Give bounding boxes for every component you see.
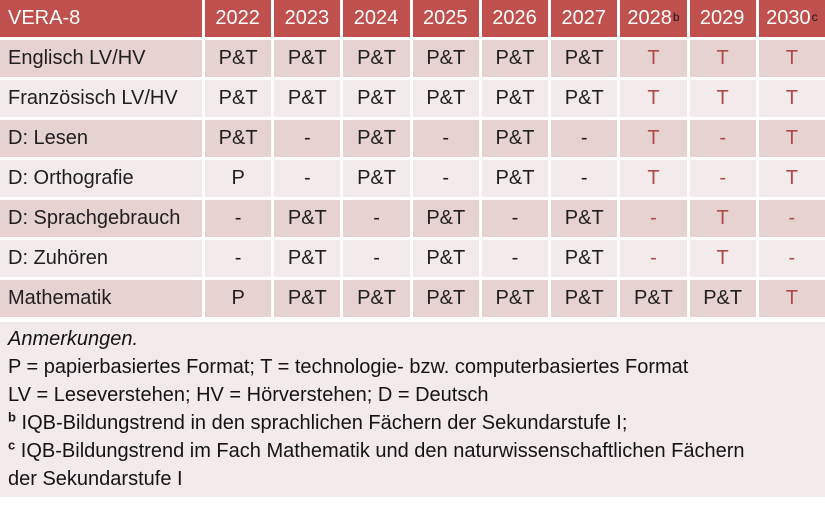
table-cell: - — [343, 200, 410, 237]
table-cell: - — [689, 120, 756, 157]
year-header-2028: 2028 b — [620, 0, 687, 37]
table-cell: T — [689, 80, 756, 117]
table-cell: P&T — [205, 40, 272, 77]
table-cell: T — [689, 200, 756, 237]
subject-label: D: Zuhören — [0, 240, 202, 277]
table-cell: P&T — [274, 280, 341, 317]
notes-section: Anmerkungen. P = papierbasiertes Format;… — [0, 322, 825, 497]
table-cell: T — [689, 40, 756, 77]
subject-label: Mathematik — [0, 280, 202, 317]
table-cell: - — [412, 120, 479, 157]
note-format-legend: P = papierbasiertes Format; T = technolo… — [8, 356, 689, 378]
table-cell: - — [205, 200, 272, 237]
table-cell: T — [620, 40, 687, 77]
table-cell: P&T — [412, 200, 479, 237]
vera8-schedule-table: VERA-8 2022 2023 2024 2025 2026 2027 202… — [0, 0, 825, 317]
table-cell: P&T — [412, 280, 479, 317]
notes-title: Anmerkungen. — [8, 328, 139, 350]
table-cell: - — [758, 240, 825, 277]
table-cell: P&T — [274, 80, 341, 117]
table-cell: T — [758, 40, 825, 77]
year-header-2029: 2029 — [689, 0, 756, 37]
table-cell: P&T — [412, 80, 479, 117]
subject-label: Französisch LV/HV — [0, 80, 202, 117]
table-cell: P&T — [689, 280, 756, 317]
year-header-2023: 2023 — [274, 0, 341, 37]
year-header-2024: 2024 — [343, 0, 410, 37]
table-cell: - — [274, 120, 341, 157]
table-cell: P&T — [343, 120, 410, 157]
table-cell: P&T — [274, 200, 341, 237]
footnote-b: b IQB-Bildungstrend in den sprachlichen … — [8, 409, 815, 437]
footnote-b-text: IQB-Bildungstrend in den sprachlichen Fä… — [21, 412, 628, 434]
table-cell: P&T — [274, 240, 341, 277]
subject-label: D: Sprachgebrauch — [0, 200, 202, 237]
table-cell: - — [481, 200, 549, 237]
table-cell: P&T — [343, 160, 410, 197]
table-cell: P&T — [551, 240, 618, 277]
table-title-cell: VERA-8 — [0, 0, 202, 37]
table-cell: P — [205, 280, 272, 317]
year-header-2022: 2022 — [205, 0, 272, 37]
table-cell: T — [758, 120, 825, 157]
table-cell: T — [620, 160, 687, 197]
table-cell: T — [758, 80, 825, 117]
table-cell: P — [205, 160, 272, 197]
table-cell: P&T — [551, 200, 618, 237]
footnote-c: c IQB-Bildungstrend im Fach Mathematik u… — [8, 437, 760, 493]
table-cell: P&T — [481, 160, 549, 197]
table-cell: P&T — [274, 40, 341, 77]
table-cell: - — [205, 240, 272, 277]
note-abbreviation-legend: LV = Leseverstehen; HV = Hörverstehen; D… — [8, 384, 489, 406]
footnote-c-text: IQB-Bildungstrend im Fach Mathematik und… — [8, 440, 745, 490]
table-cell: P&T — [481, 120, 549, 157]
table-cell: P&T — [343, 80, 410, 117]
table-cell: - — [689, 160, 756, 197]
table-cell: - — [481, 240, 549, 277]
table-cell: P&T — [481, 280, 549, 317]
table-cell: P&T — [343, 40, 410, 77]
table-cell: - — [551, 120, 618, 157]
table-cell: P&T — [481, 80, 549, 117]
table-cell: P&T — [551, 80, 618, 117]
footnote-b-marker: b — [8, 409, 16, 425]
table-cell: - — [274, 160, 341, 197]
table-cell: - — [551, 160, 618, 197]
year-header-2026: 2026 — [481, 0, 549, 37]
year-header-2030: 2030 c — [758, 0, 825, 37]
table-title: VERA-8 — [8, 7, 81, 29]
table-cell: P&T — [205, 120, 272, 157]
footnote-c-marker: c — [8, 437, 16, 453]
table-cell: - — [343, 240, 410, 277]
year-header-2027: 2027 — [551, 0, 618, 37]
table-cell: - — [758, 200, 825, 237]
table-cell: P&T — [551, 40, 618, 77]
table-cell: T — [758, 160, 825, 197]
table-cell: - — [620, 240, 687, 277]
table-cell: - — [620, 200, 687, 237]
year-header-2025: 2025 — [412, 0, 479, 37]
subject-label: D: Orthografie — [0, 160, 202, 197]
table-cell: T — [689, 240, 756, 277]
table-cell: P&T — [412, 240, 479, 277]
table-cell: P&T — [551, 280, 618, 317]
table-cell: P&T — [205, 80, 272, 117]
table-cell: P&T — [481, 40, 549, 77]
table-cell: - — [412, 160, 479, 197]
subject-label: Englisch LV/HV — [0, 40, 202, 77]
table-cell: P&T — [343, 280, 410, 317]
subject-label: D: Lesen — [0, 120, 202, 157]
table-cell: P&T — [620, 280, 687, 317]
table-cell: T — [620, 80, 687, 117]
table-cell: P&T — [412, 40, 479, 77]
table-cell: T — [758, 280, 825, 317]
table-cell: T — [620, 120, 687, 157]
